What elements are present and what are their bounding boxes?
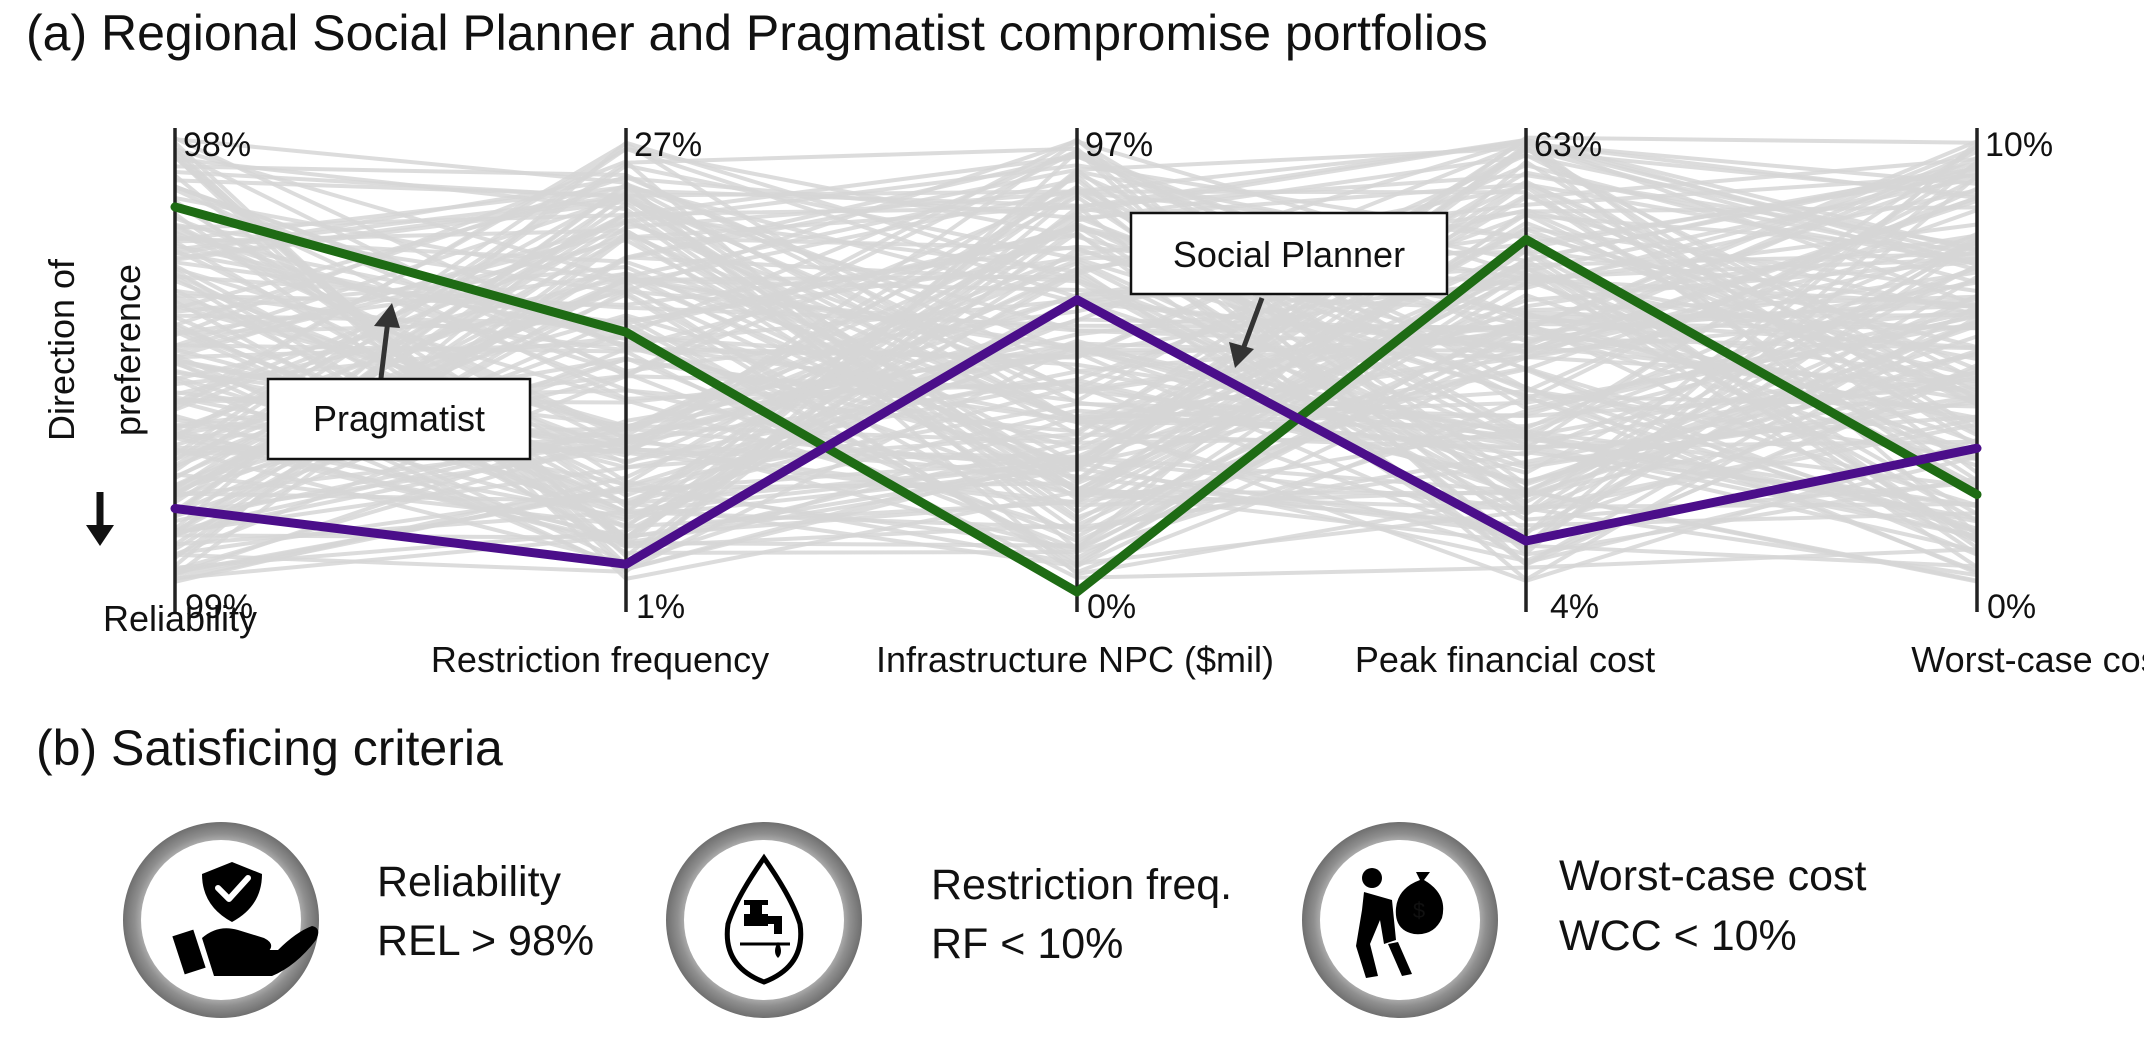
axis-1: 98% 99%Reliability xyxy=(103,126,257,639)
social-planner-callout: Social Planner xyxy=(1129,211,1449,368)
criterion-label: Worst-case cost xyxy=(1559,852,1866,900)
axis-top-label: 10% xyxy=(1985,126,2053,164)
axis-4: 63% 4% Peak financial cost xyxy=(1355,126,1655,680)
axis-title: Restriction frequency xyxy=(431,639,769,680)
highlighted-series xyxy=(170,202,1982,597)
panel-a-title: (a) Regional Social Planner and Pragmati… xyxy=(26,5,1488,61)
social-planner-box xyxy=(1129,211,1449,296)
criterion-worst-case-cost: $ Worst-case cost WCC < 10% xyxy=(1302,822,1866,1018)
axis-top-label: 63% xyxy=(1534,126,1602,164)
axis-title: Worst-case cost xyxy=(1911,639,2144,680)
direction-of-preference: Direction of preference xyxy=(41,258,148,546)
direction-of-preference-line1: Direction of xyxy=(41,258,82,441)
panel-b-title: (b) Satisficing criteria xyxy=(36,720,503,776)
pragmatist-callout: Pragmatist xyxy=(266,303,532,461)
dollar-sign-icon: $ xyxy=(1413,898,1425,923)
criterion-rule: RF < 10% xyxy=(931,920,1123,968)
axis-bottom-label: 0% xyxy=(1987,588,2036,626)
axis-top-label: 97% xyxy=(1085,126,1153,164)
axis-2: 27% 1% Restriction frequency xyxy=(431,126,769,680)
axis-bottom-label: 4% xyxy=(1550,588,1599,626)
water-drop-faucet-icon xyxy=(724,853,804,985)
criterion-rule: WCC < 10% xyxy=(1559,912,1797,960)
axis-3: 97% 0% Infrastructure NPC ($mil) xyxy=(876,126,1274,680)
axis-title: Infrastructure NPC ($mil) xyxy=(876,639,1274,680)
down-left-arrow-icon xyxy=(1229,342,1254,368)
pragmatist-label: Pragmatist xyxy=(313,398,485,439)
criterion-rule: REL > 98% xyxy=(377,917,594,965)
axis-bottom-label: 1% xyxy=(636,588,685,626)
social-planner-label: Social Planner xyxy=(1173,234,1405,275)
series-line-social-planner xyxy=(170,295,1982,569)
axis-title: Reliability xyxy=(103,598,257,639)
criterion-restriction-frequency: Restriction freq. RF < 10% xyxy=(666,822,1232,1018)
axis-bottom-label: 99% xyxy=(185,588,253,626)
direction-of-preference-line2: preference xyxy=(107,264,148,436)
up-arrow-icon xyxy=(374,303,400,328)
axes: 98% 99%Reliability 27% 1% Restriction freque… xyxy=(103,126,2144,680)
axis-5: 10% 0% Worst-case cost xyxy=(1911,126,2144,680)
hand-shield-check-icon xyxy=(172,862,319,976)
person-carrying-money-bag-icon: $ xyxy=(1356,868,1444,978)
criterion-label: Restriction freq. xyxy=(931,861,1232,909)
series-line-pragmatist xyxy=(170,202,1982,597)
axis-top-label: 27% xyxy=(634,126,702,164)
down-arrow-icon xyxy=(86,492,114,546)
axis-bottom-label: 0% xyxy=(1087,588,1136,626)
criterion-label: Reliability xyxy=(377,858,562,906)
criterion-reliability: Reliability REL > 98% xyxy=(123,822,594,1018)
pragmatist-box xyxy=(266,377,532,461)
axis-title: Peak financial cost xyxy=(1355,639,1655,680)
axis-top-label: 98% xyxy=(183,126,251,164)
